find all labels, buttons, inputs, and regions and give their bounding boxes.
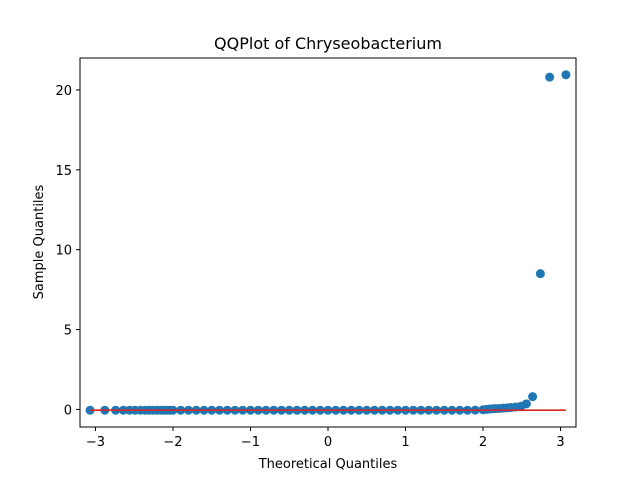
plot-area-frame (79, 57, 577, 428)
qq-point (528, 392, 538, 402)
qq-point (561, 70, 571, 80)
x-tick-label: 0 (324, 435, 332, 450)
y-tick-label: 0 (64, 403, 72, 418)
y-tick-label: 5 (64, 324, 72, 339)
x-tick-label: 2 (479, 435, 487, 450)
qq-point (535, 269, 545, 279)
chart-title: QQPlot of Chryseobacterium (214, 34, 442, 53)
y-tick-label: 20 (55, 84, 72, 99)
y-axis-label: Sample Quantiles (32, 184, 47, 299)
x-tick-label: −1 (241, 435, 260, 450)
x-axis-label: Theoretical Quantiles (258, 457, 398, 472)
x-tick-label: −2 (163, 435, 182, 450)
x-tick-label: 3 (556, 435, 564, 450)
qq-point (521, 399, 531, 409)
x-tick-label: 1 (401, 435, 409, 450)
qq-point (545, 72, 555, 82)
x-tick-label: −3 (86, 435, 105, 450)
y-tick-label: 10 (55, 244, 72, 259)
y-tick-label: 15 (55, 164, 72, 179)
